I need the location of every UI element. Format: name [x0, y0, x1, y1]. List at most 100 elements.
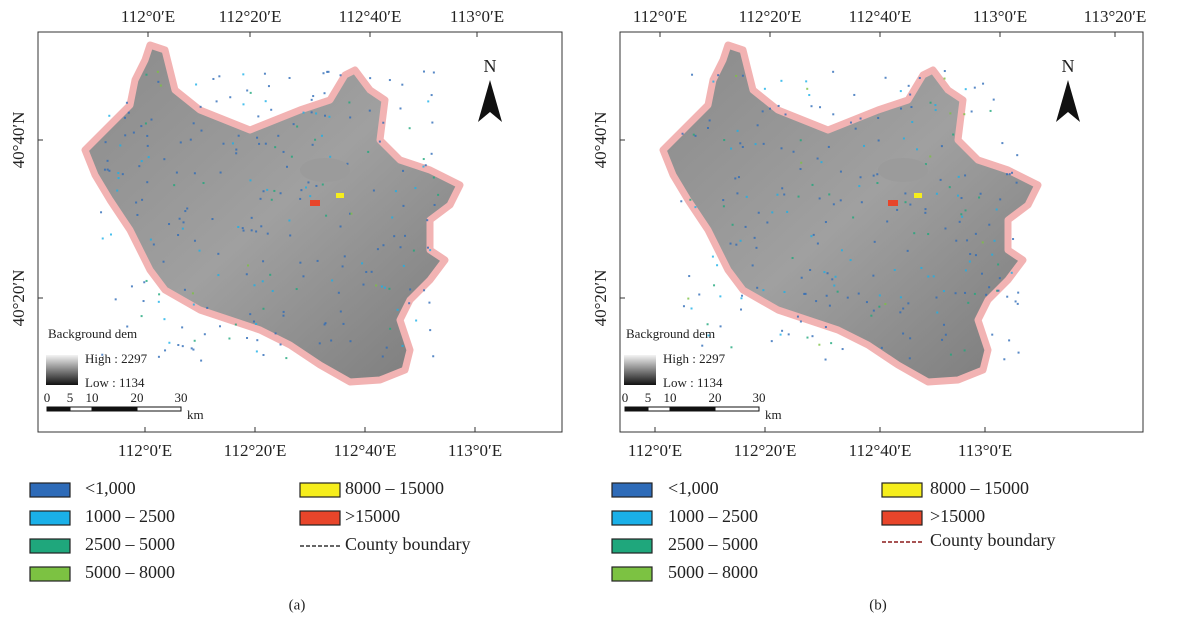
figure: 112°0′E112°20′E112°40′E113°0′E112°0′E112…	[0, 0, 1193, 627]
speckle	[253, 284, 255, 286]
speckle	[755, 247, 757, 249]
speckle	[734, 177, 736, 179]
speckle	[963, 113, 965, 115]
speckle	[809, 269, 811, 271]
legend-label: >15000	[930, 506, 985, 526]
dem-high: High : 2297	[663, 351, 726, 366]
speckle	[934, 104, 936, 106]
speckle	[980, 193, 982, 195]
speckle	[801, 277, 803, 279]
speckle	[764, 88, 766, 90]
speckle	[219, 325, 221, 327]
legend-label: 8000 – 15000	[345, 478, 444, 498]
speckle	[141, 160, 143, 162]
speckle	[200, 360, 202, 362]
speckle	[762, 110, 764, 112]
speckle	[712, 81, 714, 83]
speckle	[722, 199, 724, 201]
speckle	[965, 269, 967, 271]
speckle	[783, 291, 785, 293]
lon-label: 112°0′E	[121, 7, 175, 26]
speckle	[255, 230, 257, 232]
speckle	[961, 197, 963, 199]
speckle	[191, 347, 193, 349]
scale-seg	[70, 407, 92, 411]
speckle	[250, 92, 252, 94]
speckle	[384, 287, 386, 289]
speckle	[874, 241, 876, 243]
scale-unit: km	[765, 407, 782, 422]
speckle	[904, 192, 906, 194]
scale-tick: 20	[709, 390, 722, 405]
speckle	[267, 233, 269, 235]
speckle	[289, 234, 291, 236]
speckle	[800, 321, 802, 323]
speckle	[110, 233, 112, 235]
speckle	[872, 275, 874, 277]
speckle	[860, 118, 862, 120]
speckle	[302, 275, 304, 277]
speckle	[858, 293, 860, 295]
speckle	[755, 143, 757, 145]
legend-label: 2500 – 5000	[668, 534, 758, 554]
speckle	[181, 326, 183, 328]
speckle	[204, 333, 206, 335]
speckle	[124, 134, 126, 136]
speckle	[246, 337, 248, 339]
speckle	[735, 75, 737, 77]
speckle	[877, 117, 879, 119]
speckle	[1016, 182, 1018, 184]
speckle	[402, 345, 404, 347]
speckle	[108, 170, 110, 172]
speckle	[377, 248, 379, 250]
speckle	[367, 151, 369, 153]
scale-tick: 0	[622, 390, 629, 405]
speckle	[192, 349, 194, 351]
speckle	[190, 139, 192, 141]
speckle	[701, 345, 703, 347]
hotspot	[888, 200, 898, 206]
speckle	[300, 189, 302, 191]
speckle	[680, 200, 682, 202]
speckle	[815, 300, 817, 302]
speckle	[903, 137, 905, 139]
speckle	[842, 348, 844, 350]
lon-label: 112°20′E	[734, 441, 797, 460]
speckle	[340, 74, 342, 76]
speckle	[283, 151, 285, 153]
speckle	[135, 202, 137, 204]
speckle	[340, 225, 342, 227]
speckle	[362, 284, 364, 286]
speckle	[122, 173, 124, 175]
legend-label: >15000	[345, 506, 400, 526]
legend-swatch	[30, 483, 70, 497]
speckle	[273, 190, 275, 192]
speckle	[242, 227, 244, 229]
speckle	[277, 135, 279, 137]
speckle	[163, 261, 165, 263]
speckle	[723, 205, 725, 207]
speckle	[835, 276, 837, 278]
speckle	[423, 289, 425, 291]
speckle	[950, 354, 952, 356]
speckle	[870, 315, 872, 317]
speckle	[769, 108, 771, 110]
speckle	[369, 77, 371, 79]
speckle	[365, 271, 367, 273]
speckle	[100, 211, 102, 213]
speckle	[909, 94, 911, 96]
speckle	[964, 349, 966, 351]
speckle	[263, 190, 265, 192]
speckle	[349, 340, 351, 342]
scale-tick: 30	[753, 390, 766, 405]
speckle	[927, 233, 929, 235]
speckle	[428, 302, 430, 304]
speckle	[212, 78, 214, 80]
legend-swatch	[300, 483, 340, 497]
legend-swatch	[30, 567, 70, 581]
speckle	[242, 73, 244, 75]
speckle	[329, 156, 331, 158]
speckle	[819, 197, 821, 199]
legend-swatch	[882, 511, 922, 525]
lat-label: 40°20′N	[591, 270, 610, 327]
